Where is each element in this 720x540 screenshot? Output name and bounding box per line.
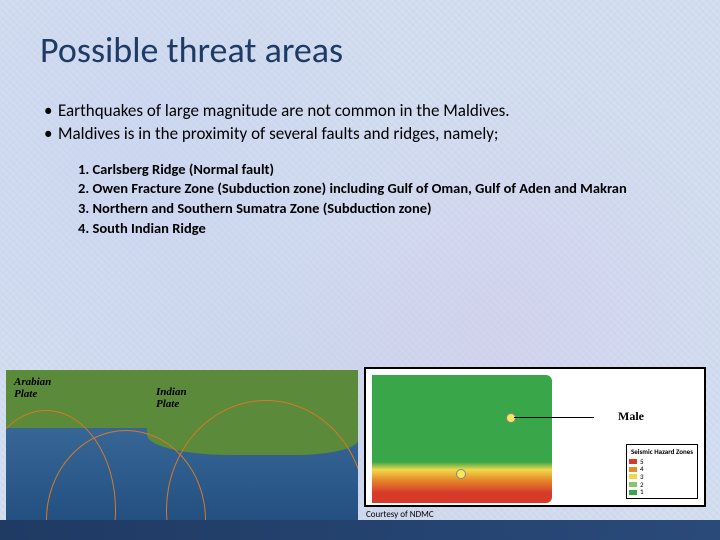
image-credit: Courtesy of NDMC — [366, 509, 434, 520]
slide-title: Possible threat areas — [40, 28, 680, 72]
numbered-sublist: 1. Carlsberg Ridge (Normal fault) 2. Owe… — [78, 160, 660, 238]
legend-swatch — [629, 459, 637, 464]
sublist-item: 4. South Indian Ridge — [78, 219, 660, 239]
sublist-item: 3. Northern and Southern Sumatra Zone (S… — [78, 199, 660, 219]
images-row: Arabian Plate Indian Plate Male Seismic … — [0, 367, 720, 520]
legend-swatch — [629, 490, 637, 495]
bullet-item: Maldives is in the proximity of several … — [44, 123, 680, 146]
footer-bar — [0, 520, 720, 540]
slide: Possible threat areas Earthquakes of lar… — [0, 0, 720, 540]
bullet-list: Earthquakes of large magnitude are not c… — [44, 100, 680, 146]
male-label: Male — [618, 409, 644, 424]
sublist-item: 1. Carlsberg Ridge (Normal fault) — [78, 160, 660, 180]
legend-swatch — [629, 474, 637, 479]
map-label-indian: Indian Plate — [156, 386, 187, 410]
seismic-hazard-map-image: Male Seismic Hazard Zones 5 4 3 2 1 — [364, 367, 706, 507]
legend-title: Seismic Hazard Zones — [629, 447, 695, 456]
hazard-map-wrapper: Male Seismic Hazard Zones 5 4 3 2 1 Cour… — [364, 367, 714, 520]
tectonic-map-image: Arabian Plate Indian Plate — [6, 370, 358, 520]
sublist-item: 2. Owen Fracture Zone (Subduction zone) … — [78, 179, 660, 199]
map-label-arabian: Arabian Plate — [14, 376, 51, 400]
legend-swatch — [629, 482, 637, 487]
legend-swatch — [629, 467, 637, 472]
seismic-legend: Seismic Hazard Zones 5 4 3 2 1 — [626, 444, 698, 499]
bullet-item: Earthquakes of large magnitude are not c… — [44, 100, 680, 123]
legend-label: 1 — [640, 488, 644, 496]
